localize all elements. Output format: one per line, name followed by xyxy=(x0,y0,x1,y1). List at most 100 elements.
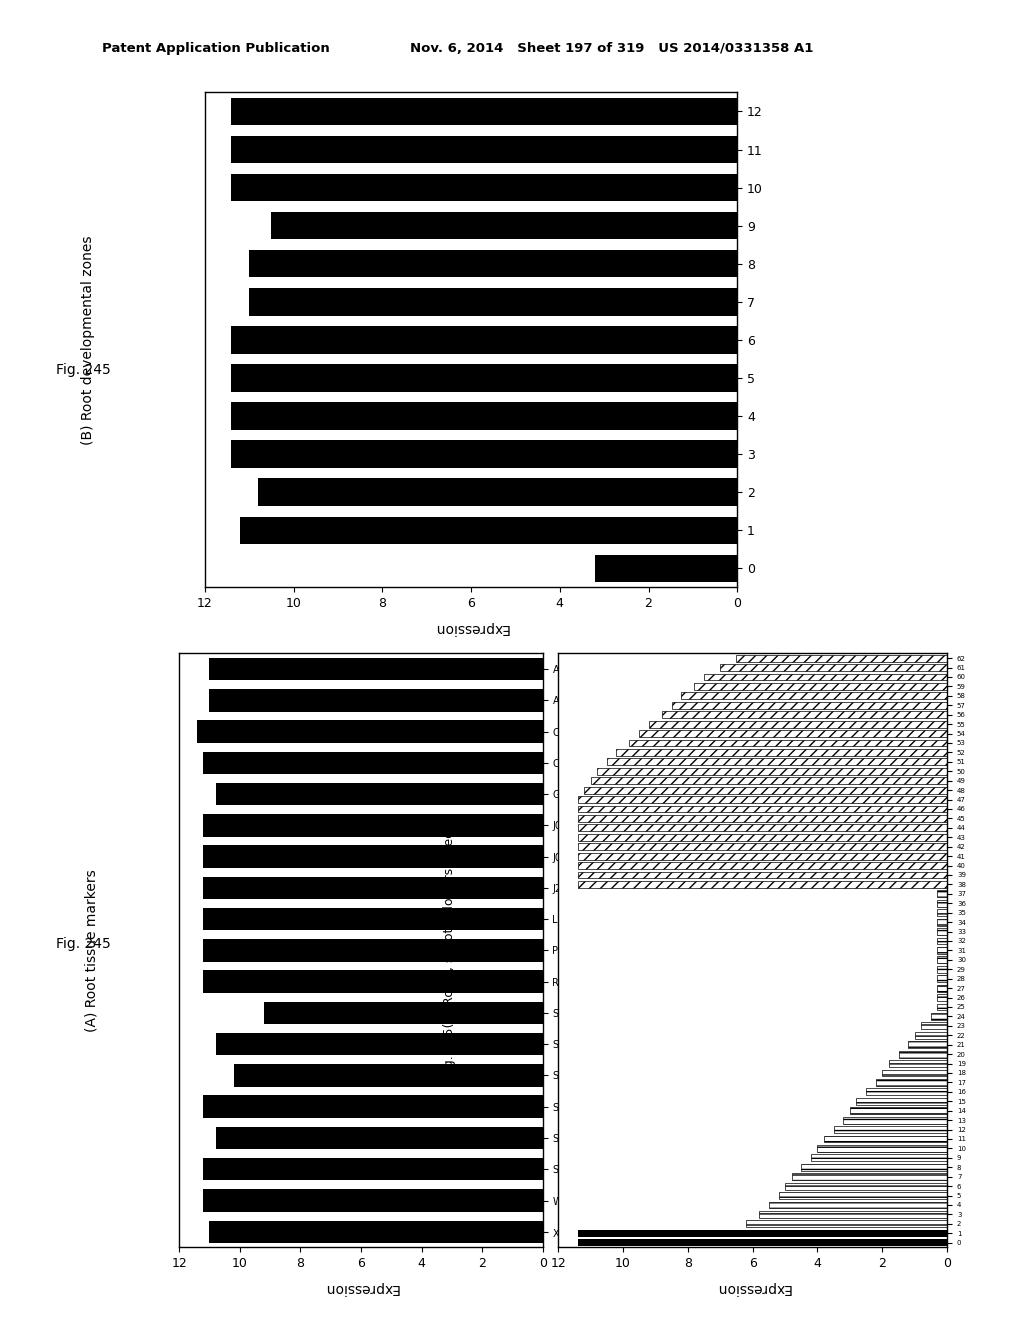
Bar xyxy=(578,862,947,869)
Bar xyxy=(204,876,543,899)
Bar xyxy=(639,730,947,737)
Bar xyxy=(204,908,543,931)
Bar xyxy=(578,834,947,841)
Bar xyxy=(578,880,947,888)
Bar xyxy=(914,1032,947,1039)
Bar xyxy=(681,693,947,700)
Bar xyxy=(824,1135,947,1142)
Text: Fig. 245: Fig. 245 xyxy=(56,363,111,376)
Bar xyxy=(938,957,947,964)
Bar xyxy=(249,249,737,277)
Bar xyxy=(817,1144,947,1152)
Bar xyxy=(264,1002,543,1024)
Bar xyxy=(578,1239,947,1246)
Bar xyxy=(231,441,737,467)
Bar xyxy=(578,805,947,812)
Bar xyxy=(856,1098,947,1105)
Bar xyxy=(792,1173,947,1180)
Bar xyxy=(866,1089,947,1096)
Bar xyxy=(662,711,947,718)
Bar xyxy=(241,516,737,544)
Bar xyxy=(231,98,737,125)
Bar xyxy=(694,682,947,690)
Bar xyxy=(578,843,947,850)
Bar xyxy=(736,655,947,661)
Text: Patent Application Publication: Patent Application Publication xyxy=(102,42,330,55)
Bar xyxy=(908,1041,947,1048)
Bar xyxy=(204,939,543,962)
Bar xyxy=(778,1192,947,1199)
Text: Nov. 6, 2014   Sheet 197 of 319   US 2014/0331358 A1: Nov. 6, 2014 Sheet 197 of 319 US 2014/03… xyxy=(410,42,813,55)
Bar xyxy=(834,1126,947,1133)
Bar xyxy=(271,213,737,239)
Bar xyxy=(231,136,737,164)
Bar xyxy=(231,174,737,201)
X-axis label: Expression: Expression xyxy=(433,622,509,635)
Bar xyxy=(938,909,947,916)
Bar xyxy=(204,1189,543,1212)
Bar xyxy=(204,970,543,993)
Text: (B) Root developmental zones: (B) Root developmental zones xyxy=(81,235,94,445)
Bar xyxy=(630,739,947,746)
Bar xyxy=(231,403,737,430)
Bar xyxy=(759,1210,947,1218)
Text: Fig. 245(C) Roots, shoots, flowers, seeds: Fig. 245(C) Roots, shoots, flowers, seed… xyxy=(442,824,456,1077)
Bar xyxy=(215,1034,543,1056)
Bar xyxy=(584,787,947,793)
Bar xyxy=(746,1221,947,1228)
Bar xyxy=(258,479,737,506)
Bar xyxy=(938,891,947,898)
Bar xyxy=(578,814,947,822)
Bar xyxy=(597,768,947,775)
Bar xyxy=(720,664,947,671)
Bar xyxy=(938,946,947,954)
Bar xyxy=(204,751,543,774)
Bar xyxy=(938,928,947,935)
Bar xyxy=(785,1183,947,1189)
Bar xyxy=(578,796,947,803)
Bar xyxy=(591,777,947,784)
Bar xyxy=(210,657,543,680)
Bar xyxy=(811,1155,947,1162)
Bar xyxy=(938,994,947,1001)
Text: Fig. 245: Fig. 245 xyxy=(56,937,111,950)
Bar xyxy=(938,966,947,973)
Bar xyxy=(578,871,947,878)
Bar xyxy=(616,748,947,756)
Bar xyxy=(649,721,947,727)
Bar xyxy=(578,853,947,859)
Bar xyxy=(204,814,543,837)
Bar xyxy=(578,825,947,832)
Bar xyxy=(922,1023,947,1030)
Bar xyxy=(231,326,737,354)
Bar xyxy=(215,1127,543,1150)
Bar xyxy=(231,364,737,392)
Bar xyxy=(769,1201,947,1208)
Bar xyxy=(938,937,947,944)
Bar xyxy=(595,554,737,582)
Bar xyxy=(578,1230,947,1237)
Bar xyxy=(850,1107,947,1114)
Bar xyxy=(210,689,543,711)
Bar xyxy=(204,1158,543,1180)
Bar xyxy=(883,1069,947,1076)
Bar xyxy=(844,1117,947,1123)
Bar xyxy=(938,900,947,907)
Bar xyxy=(672,702,947,709)
Bar xyxy=(889,1060,947,1067)
Bar xyxy=(210,1221,543,1243)
Text: (A) Root tissue markers: (A) Root tissue markers xyxy=(85,869,99,1032)
Bar xyxy=(938,919,947,925)
Bar xyxy=(931,1012,947,1020)
Bar xyxy=(899,1051,947,1057)
Bar xyxy=(249,288,737,315)
Bar xyxy=(606,759,947,766)
Bar xyxy=(204,845,543,867)
Bar xyxy=(938,985,947,991)
Bar xyxy=(198,721,543,743)
Bar xyxy=(705,673,947,680)
X-axis label: Expression: Expression xyxy=(715,1282,791,1295)
Bar xyxy=(204,1096,543,1118)
Bar xyxy=(938,975,947,982)
Bar xyxy=(876,1078,947,1086)
